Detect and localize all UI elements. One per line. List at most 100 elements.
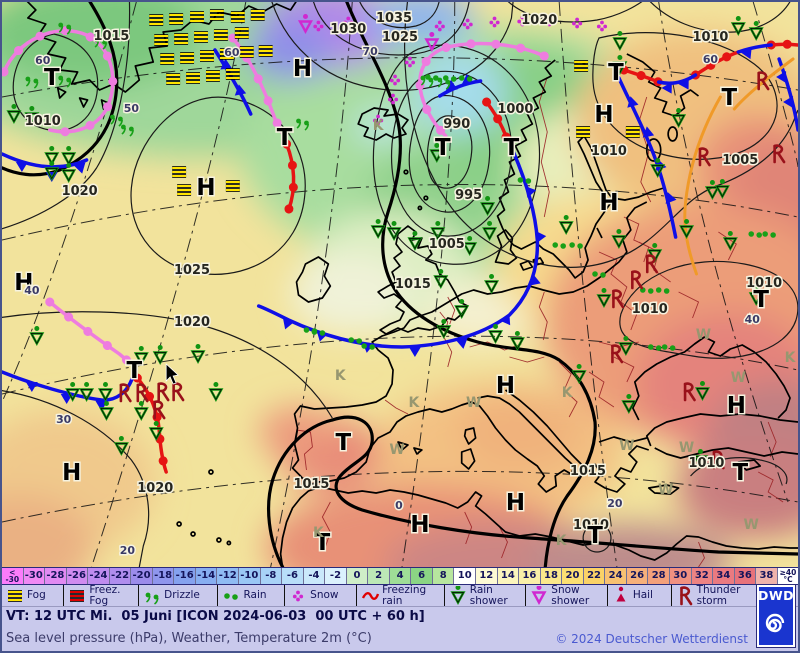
legend-item-label: Snow shower [551,584,590,607]
high-pressure-center: H [496,373,515,399]
legend-item-hail: Hail [606,585,671,606]
temperature-field [2,2,798,567]
low-pressure-center: T [277,125,293,151]
isobar-label: 1020 [62,184,98,199]
airmass-letter: W [466,395,481,411]
temp-scale-cell: -8 [259,568,282,584]
subtitle-row: Sea level pressure (hPa), Weather, Tempe… [2,626,798,651]
temp-scale-cell: 36 [733,568,756,584]
airmass-letter: W [744,517,759,533]
temp-scale-cell: 20 [561,568,583,584]
temp-scale-cell: 26 [625,568,648,584]
hail-icon [616,586,626,601]
legend-item-label: Fog [27,589,46,602]
temp-scale-cell: -30 [22,568,45,584]
isobars [2,2,798,567]
temp-scale-cell: -16 [173,568,195,584]
graticule-label: 40 [745,313,761,326]
isobar-label: 1015 [93,29,129,44]
high-pressure-center: H [727,393,746,419]
dwd-spiral-icon [765,613,785,633]
fog-symbol [164,73,182,85]
temp-scale-cell: 10 [453,568,476,584]
isobar-label: 1005 [429,237,465,252]
temp-scale-cell: 38 [755,568,777,584]
graticule-label: 60 [224,46,240,59]
temp-scale-cell: -4 [302,568,325,584]
temp-scale-cell: -24 [87,568,109,584]
fog-symbol [229,11,247,23]
temp-scale-cell: -6 [281,568,303,584]
fog-symbol [147,14,165,26]
fog-symbol [170,166,188,178]
low-pressure-center: T [435,135,451,161]
airmass-letter: K [313,525,325,541]
legend-item-label: Drizzle [164,589,200,602]
temp-scale-cell: -12 [216,568,239,584]
fog-symbol [238,46,256,58]
dwd-logo-text: DWD [757,588,795,603]
legend-item-label: Rain shower [469,584,508,607]
temp-scale-cell: 2 [367,568,389,584]
fog-symbol [198,50,216,62]
fog-symbol [152,34,170,46]
low-pressure-center: T [608,60,624,86]
airmass-letter: K [373,118,385,134]
low-pressure-center: T [44,65,60,91]
isobar-label: 1015 [293,477,329,492]
isobar-label: 1015 [570,464,606,479]
isobar-label: 1000 [497,102,533,117]
temp-scale-cell: -18 [151,568,174,584]
fog-symbol [172,33,190,45]
low-pressure-center: T [315,530,331,556]
legend-item-rain: Rain [217,585,284,606]
legend-item-label: Freezing rain [382,584,427,607]
fog-symbol [574,126,592,138]
fog-symbol [188,11,206,23]
high-pressure-center: H [293,56,312,82]
isobar-label: 1010 [688,456,724,471]
high-pressure-center: H [506,490,525,516]
temp-scale-cell: 16 [518,568,540,584]
temp-scale-cell: 18 [539,568,562,584]
airmass-letter: W [389,442,404,458]
graticule-label: 0 [395,499,403,512]
temp-scale-cell: -10 [238,568,260,584]
fog-symbol [184,72,202,84]
fog-symbol [167,13,185,25]
airmass-letter: K [785,350,797,366]
legend-item-snow: Snow [284,585,356,606]
temp-scale-cell: 12 [475,568,497,584]
temp-scale-cell: ≥40 °C [776,568,798,584]
coastlines [26,2,798,567]
airmass-letter: W [731,370,746,386]
legend-item-freezing-fog: Freez. Fog [63,585,138,606]
freezing-fog-icon [68,589,87,602]
fog-symbol [233,27,251,39]
legend-item-rain-shower: Rain shower [443,584,526,607]
fog-symbol [204,70,222,82]
temp-scale-cell: 34 [712,568,734,584]
weather-symbol-legend: Fog Freez. Fog Drizzle Rain Snow Freezing rai… [2,584,798,606]
chart-subtitle: Sea level pressure (hPa), Weather, Tempe… [6,631,372,646]
airmass-letter: K [335,368,347,384]
airmass-letter: W [679,440,694,456]
fog-icon [6,589,24,602]
fog-symbol [256,45,275,57]
legend-item-label: Freez. Fog [89,584,121,607]
legend-item-freezing-rain: Freezing rain [356,585,444,606]
isobar-label: 1010 [573,518,609,533]
weather-map: 1015 1035 1030 1025 1020 1010 1020 1010 990 1000 9… [2,2,798,567]
airmass-letter: W [619,438,634,454]
temp-scale-cell: 22 [582,568,605,584]
temperature-scale: < -30 -30 -28 -26 -24 -22 -20 -18 -16 -14 -12 -10 -8… [2,567,798,584]
low-pressure-center: T [504,135,520,161]
snow-shower-icon [532,585,546,604]
copyright-text: © 2024 Deutscher Wetterdienst [555,631,748,646]
graticule-label: 50 [124,102,140,115]
fog-symbol [178,52,196,64]
high-pressure-center: H [62,460,81,486]
graticule-label: 40 [24,284,40,297]
isobar-label: 1015 [395,277,431,292]
